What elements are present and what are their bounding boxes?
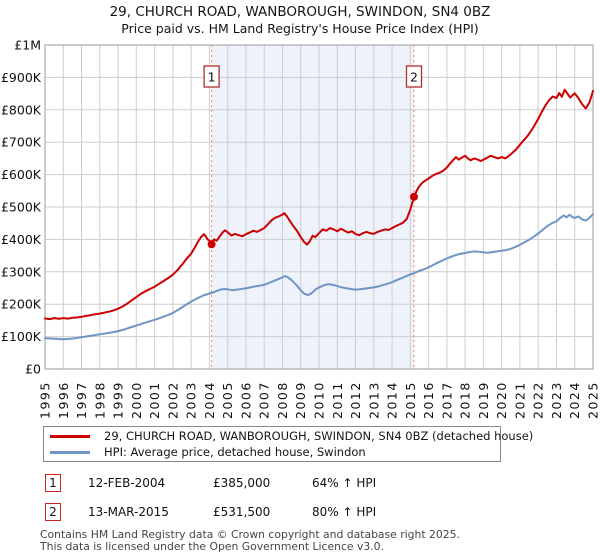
legend-line-red bbox=[50, 434, 90, 438]
x-tick-label: 2021 bbox=[512, 381, 527, 419]
x-tick-label: 2009 bbox=[293, 381, 308, 419]
x-tick-label: 2015 bbox=[403, 381, 418, 419]
y-tick-label: £300K bbox=[1, 264, 42, 279]
x-tick-label: 2000 bbox=[129, 381, 144, 419]
x-tick-label: 2008 bbox=[275, 381, 290, 419]
chart-subtitle: Price paid vs. HM Land Registry's House … bbox=[121, 21, 479, 36]
chart-title: 29, CHURCH ROAD, WANBOROUGH, SWINDON, SN… bbox=[109, 4, 491, 20]
transaction-row-1: 1 12-FEB-2004 £385,000 64% ↑ HPI bbox=[0, 474, 600, 494]
y-tick-label: £800K bbox=[1, 102, 42, 117]
series-line-property bbox=[44, 88, 594, 321]
transaction-row-2: 2 13-MAR-2015 £531,500 80% ↑ HPI bbox=[0, 503, 600, 523]
x-tick-label: 2018 bbox=[458, 381, 473, 419]
x-tick-label: 2005 bbox=[220, 381, 235, 419]
x-tick-label: 1996 bbox=[56, 381, 71, 419]
x-tick-label: 2023 bbox=[549, 381, 564, 419]
transaction-2-badge: 2 bbox=[45, 503, 61, 521]
sale-dot-2 bbox=[410, 192, 418, 201]
y-tick-label: £500K bbox=[1, 200, 42, 215]
x-tick-label: 2003 bbox=[184, 381, 199, 419]
chart-legend: 29, CHURCH ROAD, WANBOROUGH, SWINDON, SN… bbox=[43, 426, 533, 462]
sale-badge-2-label: 2 bbox=[410, 70, 418, 85]
footer-line-1: Contains HM Land Registry data © Crown c… bbox=[40, 528, 460, 541]
legend-label-property: 29, CHURCH ROAD, WANBOROUGH, SWINDON, SN… bbox=[104, 429, 534, 443]
y-tick-label: £400K bbox=[1, 232, 42, 247]
transaction-1-hpi: 64% ↑ HPI bbox=[312, 476, 377, 490]
x-tick-label: 2025 bbox=[586, 381, 600, 419]
y-tick-label: £600K bbox=[1, 167, 42, 182]
sale-badge-1 bbox=[203, 65, 220, 88]
x-tick-label: 1998 bbox=[92, 381, 107, 419]
price-chart: 1 2 £0 £100K £200K £300K £400K £500K £600K £700K £… bbox=[1, 38, 600, 420]
legend-item-hpi: HPI: Average price, detached house, Swin… bbox=[44, 445, 500, 459]
transaction-2-hpi: 80% ↑ HPI bbox=[312, 505, 377, 519]
x-tick-label: 2004 bbox=[202, 381, 217, 419]
y-tick-label: £200K bbox=[1, 297, 42, 312]
x-tick-label: 2013 bbox=[366, 381, 381, 419]
x-tick-label: 2016 bbox=[421, 381, 436, 419]
x-tick-label: 1999 bbox=[111, 381, 126, 419]
x-tick-label: 1995 bbox=[38, 381, 53, 419]
x-tick-label: 2006 bbox=[238, 381, 253, 419]
x-tick-label: 2024 bbox=[567, 381, 582, 419]
x-tick-label: 1997 bbox=[74, 381, 89, 419]
sale-badge-2 bbox=[405, 65, 423, 88]
footer-line-2: This data is licensed under the Open Gov… bbox=[40, 539, 384, 553]
x-tick-label: 2020 bbox=[494, 381, 509, 419]
y-tick-label: £0 bbox=[25, 362, 41, 377]
transaction-1-price: £385,000 bbox=[213, 476, 271, 490]
transaction-2-price: £531,500 bbox=[213, 505, 271, 519]
y-tick-label: £700K bbox=[1, 135, 42, 150]
x-tick-label: 2019 bbox=[476, 381, 491, 419]
y-tick-label: £100K bbox=[1, 329, 42, 344]
x-tick-label: 2001 bbox=[147, 381, 162, 419]
x-tick-label: 2014 bbox=[385, 381, 400, 419]
legend-item-property: 29, CHURCH ROAD, WANBOROUGH, SWINDON, SN… bbox=[44, 429, 533, 443]
y-tick-label: £1M bbox=[14, 38, 41, 53]
series-line-hpi bbox=[44, 213, 594, 341]
sale-badge-1-label: 1 bbox=[208, 70, 216, 85]
x-tick-label: 2007 bbox=[257, 381, 272, 419]
x-tick-label: 2011 bbox=[330, 381, 345, 419]
transaction-2-date: 13-MAR-2015 bbox=[88, 505, 169, 519]
x-tick-label: 2017 bbox=[439, 381, 454, 419]
y-tick-label: £900K bbox=[1, 70, 42, 85]
legend-line-blue bbox=[50, 450, 90, 454]
x-tick-label: 2002 bbox=[165, 381, 180, 419]
x-tick-label: 2010 bbox=[312, 381, 327, 419]
license-footer: Contains HM Land Registry data © Crown c… bbox=[40, 529, 460, 552]
legend-label-hpi: HPI: Average price, detached house, Swin… bbox=[104, 445, 366, 459]
transaction-1-badge: 1 bbox=[45, 474, 61, 492]
sale-dot-1 bbox=[207, 240, 216, 249]
x-tick-label: 2012 bbox=[348, 381, 363, 419]
x-tick-label: 2022 bbox=[531, 381, 546, 419]
transaction-1-date: 12-FEB-2004 bbox=[88, 476, 166, 490]
plot-border bbox=[44, 44, 594, 370]
